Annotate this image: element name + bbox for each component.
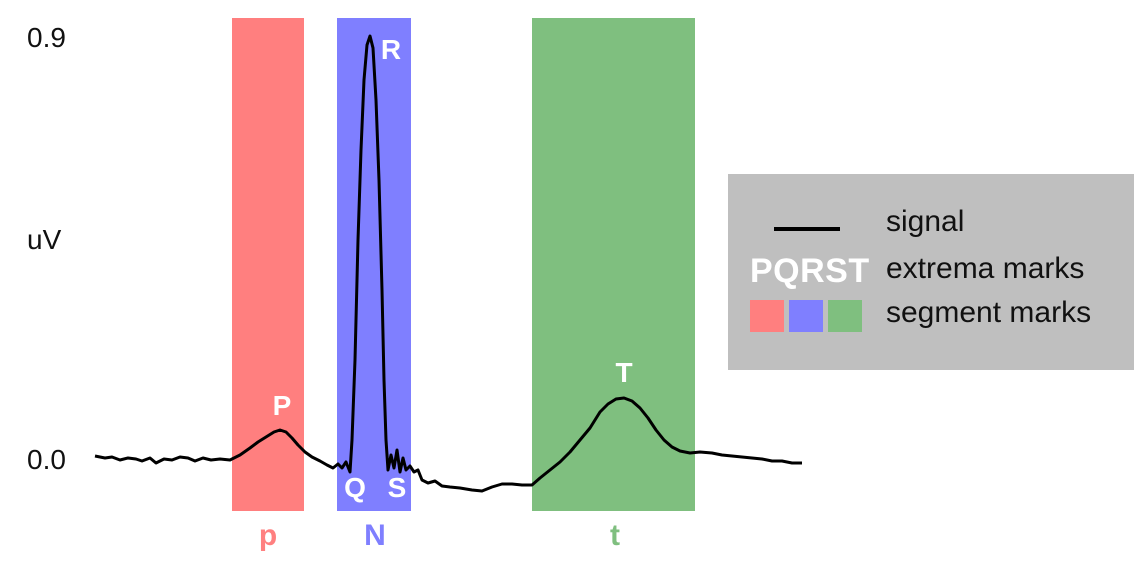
- y-axis-zero-label: 0.0: [27, 444, 66, 475]
- extrema-label-r: R: [381, 34, 401, 65]
- legend-extrema-label: extrema marks: [886, 252, 1085, 285]
- segment-label-p: p: [259, 519, 277, 552]
- ecg-signal-line: [94, 34, 802, 493]
- extrema-label-s: S: [388, 472, 407, 503]
- legend-signal-line-icon: [774, 227, 840, 231]
- p-segment-band: [232, 18, 304, 511]
- legend-segment-label: segment marks: [886, 296, 1092, 329]
- segment-label-n: N: [364, 519, 386, 552]
- extrema-label-t: T: [615, 357, 632, 388]
- y-axis-top-label: 0.9: [27, 22, 66, 53]
- legend-swatch-t: [828, 300, 862, 332]
- legend-extrema-symbol: PQRST: [750, 252, 870, 290]
- t-segment-band: [532, 18, 695, 511]
- extrema-label-q: Q: [344, 472, 366, 503]
- legend-box: signal PQRST extrema marks segment marks: [728, 174, 1134, 370]
- extrema-label-p: P: [273, 390, 292, 421]
- legend-signal-label: signal: [886, 205, 965, 238]
- segment-label-t: t: [610, 519, 620, 552]
- n-segment-band: [337, 18, 411, 511]
- legend-swatch-n: [789, 300, 823, 332]
- y-axis-unit-label: uV: [27, 224, 62, 255]
- legend-swatch-p: [750, 300, 784, 332]
